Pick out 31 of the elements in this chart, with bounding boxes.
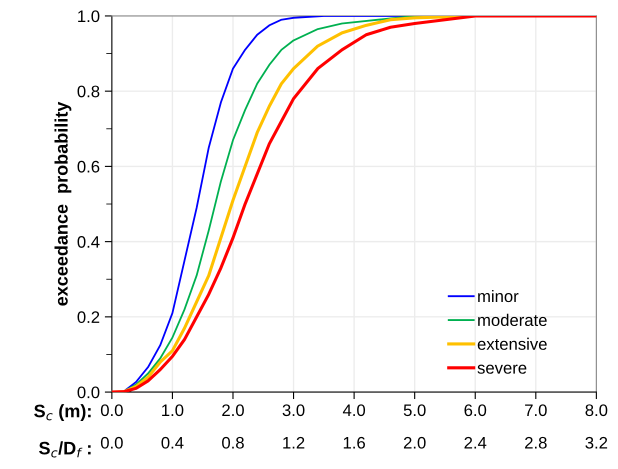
- x2-tick-label: 1.2: [283, 436, 304, 449]
- x2-tick-label: 0.8: [222, 436, 244, 449]
- x2-tick-label: 2.0: [404, 436, 426, 449]
- y-tick-label: 0.6: [78, 160, 100, 173]
- legend-label: severe: [478, 364, 526, 374]
- x2-tick-label: 2.4: [464, 436, 486, 449]
- x-tick-label: 4.0: [342, 404, 366, 416]
- legend-label: minor: [478, 290, 518, 302]
- legend-label: moderate: [478, 314, 547, 326]
- x2-tick-label: 2.8: [525, 436, 547, 449]
- x-tick-label: 2.0: [222, 404, 244, 416]
- x-tick-label: 8.0: [586, 404, 608, 416]
- x2-tick-label: 0.4: [161, 436, 184, 449]
- x2-axis-title: S$_{c}$/D$_{f}$ :: [39, 441, 91, 458]
- y-tick-label: 0.2: [78, 311, 100, 324]
- x-axis-title: S$_{c}$ (m):: [34, 404, 91, 421]
- x-tick-label: 0.0: [100, 404, 123, 416]
- legend-label: extensive: [478, 338, 547, 350]
- x-tick-label: 7.0: [525, 404, 547, 416]
- y-axis-title: exceedance probability: [54, 102, 72, 306]
- y-tick-label: 0.4: [78, 236, 100, 248]
- y-tick-label: 0.8: [78, 86, 100, 98]
- x2-tick-label: 0.0: [100, 436, 123, 449]
- x-tick-label: 6.0: [464, 404, 486, 416]
- x2-tick-label: 3.2: [585, 436, 608, 449]
- y-tick-label: 1.0: [78, 10, 100, 22]
- x-tick-label: 1.0: [162, 404, 184, 416]
- x-tick-label: 3.0: [282, 404, 304, 416]
- x2-tick-label: 1.6: [344, 436, 365, 449]
- y-tick-label: 0.0: [78, 386, 100, 398]
- x-tick-label: 5.0: [404, 404, 426, 416]
